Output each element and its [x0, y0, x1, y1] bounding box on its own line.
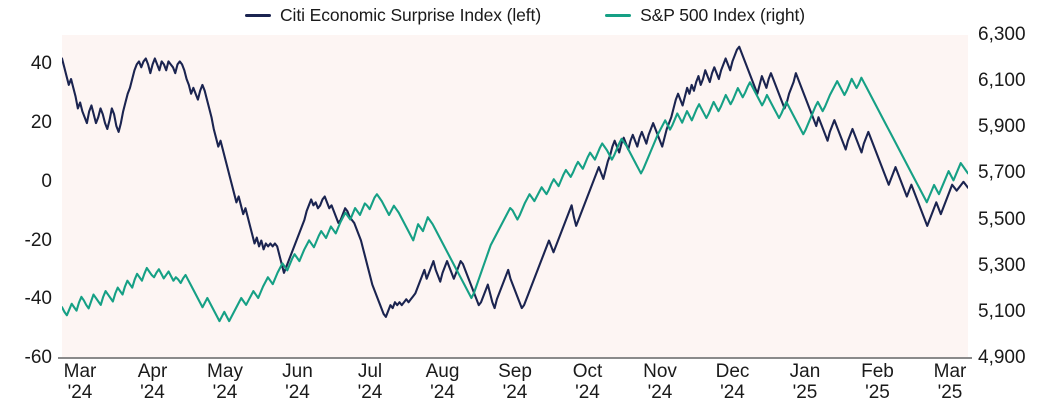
x-axis-tick: Mar '25 — [914, 361, 986, 403]
x-tick-year: '24 — [67, 381, 93, 403]
x-axis-tick: Jul '24 — [334, 361, 406, 403]
x-tick-month: Sep — [498, 361, 532, 382]
y-axis-left-tick: 20 — [30, 112, 52, 134]
x-tick-month: Jan — [789, 361, 821, 382]
y-axis-right-tick: 5,900 — [978, 116, 1026, 138]
y-axis-right-tick: 6,300 — [978, 24, 1026, 45]
x-tick-year: '25 — [865, 381, 890, 403]
x-tick-month: Mar — [933, 361, 967, 382]
line-sp500 — [62, 78, 968, 321]
x-tick-month: Jun — [282, 361, 313, 382]
line-citi-economic-surprise — [62, 47, 968, 317]
x-tick-year: '24 — [575, 381, 600, 403]
x-axis-tick: Feb '25 — [842, 361, 914, 403]
y-axis-right-tick: 5,100 — [978, 300, 1026, 322]
x-tick-month: Feb — [861, 361, 894, 382]
x-axis-tick: Dec '24 — [697, 361, 769, 403]
x-tick-year: '25 — [792, 381, 818, 403]
x-tick-year: '24 — [720, 381, 745, 403]
x-tick-year: '24 — [140, 381, 165, 403]
x-axis-tick: Aug '24 — [407, 361, 479, 403]
x-tick-month: Nov — [643, 361, 677, 382]
y-axis-right-tick: 5,700 — [978, 162, 1026, 184]
y-axis-right-tick: 5,500 — [978, 208, 1026, 230]
chart-lines — [62, 35, 968, 358]
x-tick-year: '25 — [937, 381, 963, 403]
x-tick-month: Apr — [137, 361, 168, 382]
x-axis-tick: Jun '24 — [262, 361, 334, 403]
x-tick-month: May — [207, 361, 243, 382]
y-axis-left-tick: 40 — [30, 53, 52, 75]
legend-item-citi: Citi Economic Surprise Index (left) — [245, 5, 541, 26]
x-axis-tick: Jan '25 — [769, 361, 841, 403]
x-axis-line — [58, 357, 972, 359]
x-axis-tick: Sep '24 — [479, 361, 551, 403]
x-tick-year: '24 — [502, 381, 528, 403]
x-tick-year: '24 — [212, 381, 238, 403]
legend-label-citi: Citi Economic Surprise Index (left) — [280, 4, 542, 25]
y-axis-right-tick: 5,300 — [978, 254, 1026, 276]
x-axis-tick: Nov '24 — [624, 361, 696, 403]
y-axis-left-tick: -60 — [24, 347, 52, 368]
x-tick-year: '24 — [430, 381, 455, 403]
plot-area — [62, 35, 968, 358]
legend-swatch-spx — [605, 13, 632, 17]
y-axis-right-tick: 4,900 — [978, 347, 1026, 368]
y-axis-right-tick: 6,100 — [978, 70, 1026, 92]
x-axis-tick: Oct '24 — [552, 361, 624, 403]
chart-legend: Citi Economic Surprise Index (left) S&P … — [0, 0, 1050, 30]
x-tick-month: Mar — [63, 361, 97, 382]
x-tick-year: '24 — [357, 381, 383, 403]
x-tick-month: Oct — [572, 361, 603, 382]
y-axis-left-tick: -40 — [24, 288, 52, 310]
x-axis-tick: Apr '24 — [117, 361, 189, 403]
plot-background — [62, 35, 968, 358]
x-tick-year: '24 — [647, 381, 673, 403]
legend-item-spx: S&P 500 Index (right) — [605, 5, 805, 26]
x-axis-tick: May '24 — [189, 361, 261, 403]
legend-swatch-citi — [245, 13, 272, 17]
x-axis-tick: Mar '24 — [44, 361, 116, 403]
y-axis-left-tick: -20 — [24, 229, 52, 251]
y-axis-left-tick: 0 — [41, 170, 52, 192]
x-tick-month: Jul — [357, 361, 383, 382]
x-tick-year: '24 — [285, 381, 310, 403]
legend-label-spx: S&P 500 Index (right) — [640, 4, 805, 25]
x-tick-month: Aug — [425, 361, 460, 382]
x-tick-month: Dec — [715, 361, 750, 382]
